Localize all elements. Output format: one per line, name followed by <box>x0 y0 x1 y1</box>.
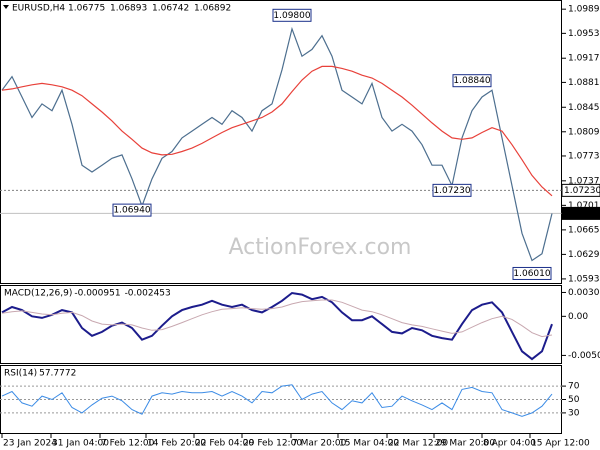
indicator-value: -0.000951 <box>74 289 120 299</box>
y-tick-label: 50 <box>568 395 580 405</box>
x-tick-label: 15 Mar 04:00 <box>339 439 399 449</box>
series-line <box>1 299 553 338</box>
annotation: 1.06940 <box>113 206 150 216</box>
annotation: 1.06010 <box>513 269 550 279</box>
price-label-box <box>561 206 600 220</box>
x-tick-label: 22 Mar 12:00 <box>388 439 448 449</box>
annotation-box <box>432 183 472 197</box>
ohlc-value: 1.06892 <box>194 4 231 14</box>
price-label: 1.07230 <box>564 186 600 196</box>
macd-panel <box>0 285 562 364</box>
panel-title: RSI(14) <box>4 369 37 379</box>
y-tick-label: 1.09170 <box>568 54 600 64</box>
indicator-value: 57.7772 <box>39 369 76 379</box>
x-tick-label: 7 Feb 12:00 <box>101 439 155 449</box>
y-tick-label: 70 <box>568 382 580 392</box>
y-tick-label: -0.005025 <box>568 351 600 361</box>
series-line <box>1 65 553 197</box>
x-tick-label: 29 Feb 12:00 <box>243 439 302 449</box>
annotation: 1.08840 <box>453 76 490 86</box>
annotation: 1.07230 <box>433 186 470 196</box>
x-tick-label: 31 Jan 04:00 <box>52 439 109 449</box>
y-tick-label: 1.05930 <box>568 274 600 284</box>
y-tick-label: 1.07010 <box>568 201 600 211</box>
price-label-box <box>561 183 600 197</box>
price-panel <box>0 0 562 284</box>
x-tick-label: 14 Feb 20:00 <box>147 439 206 449</box>
y-tick-label: 0.00 <box>568 312 588 322</box>
symbol: EURUSD,H4 <box>12 4 65 14</box>
x-tick-label: 29 Mar 20:00 <box>435 439 495 449</box>
series-line <box>1 384 553 417</box>
ohlc-value: 1.06742 <box>152 4 189 14</box>
annotation-box <box>512 266 552 280</box>
series-line <box>1 26 553 262</box>
y-tick-label: 1.07370 <box>568 176 600 186</box>
y-tick-label: 1.07735 <box>568 151 600 161</box>
series-line <box>1 291 553 361</box>
y-tick-label: 30 <box>568 408 580 418</box>
symbol-icon <box>3 5 9 9</box>
x-tick-label: 22 Feb 04:00 <box>195 439 254 449</box>
indicator-value: -0.002453 <box>125 289 171 299</box>
y-tick-label: 1.09535 <box>568 29 600 39</box>
annotation-box <box>272 8 312 22</box>
annotation-box <box>112 203 152 217</box>
y-tick-label: 0.003071 <box>568 288 600 298</box>
panel-title: MACD(12,26,9) <box>4 289 72 299</box>
y-tick-label: 1.08090 <box>568 127 600 137</box>
y-tick-label: 1.06650 <box>568 225 600 235</box>
x-tick-label: 15 Apr 12:00 <box>531 439 590 449</box>
x-tick-label: 23 Jan 2024 <box>3 439 57 449</box>
y-tick-label: 1.06290 <box>568 250 600 260</box>
price-label: 1.06892 <box>564 209 600 219</box>
x-tick-label: 8 Apr 04:00 <box>483 439 536 449</box>
y-tick-label: 1.09890 <box>568 5 600 15</box>
annotation-box <box>452 74 492 88</box>
watermark: ActionForex.com <box>229 235 412 260</box>
y-tick-label: 1.08450 <box>568 103 600 113</box>
annotation: 1.09800 <box>273 11 310 21</box>
ohlc-value: 1.06893 <box>110 4 147 14</box>
x-tick-label: 7 Mar 20:00 <box>292 439 347 449</box>
y-tick-label: 1.08815 <box>568 78 600 88</box>
ohlc-value: 1.06775 <box>68 4 105 14</box>
